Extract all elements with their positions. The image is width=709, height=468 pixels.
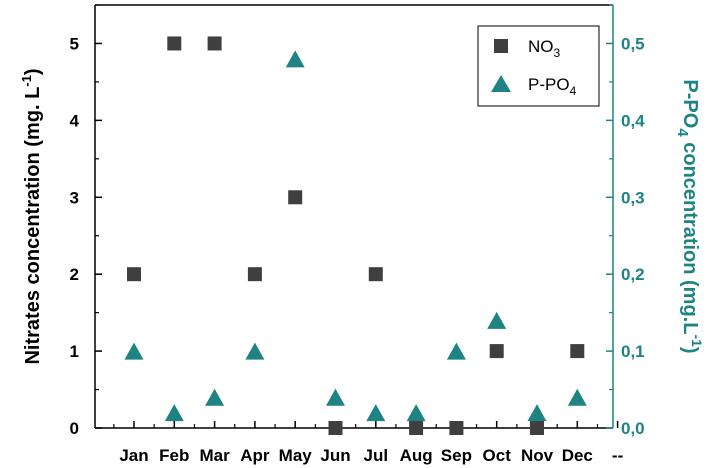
x-tick-label: Mar bbox=[199, 446, 230, 465]
y-left-tick-label: 4 bbox=[70, 111, 80, 130]
y-left-tick-label: 0 bbox=[70, 419, 79, 438]
legend: NO3 P-PO4 bbox=[477, 25, 600, 107]
x-tick-label: Aug bbox=[400, 446, 433, 465]
legend-marker-square bbox=[494, 39, 508, 53]
x-tick-label: Oct bbox=[483, 446, 512, 465]
y-left-tick-label: 1 bbox=[70, 342, 79, 361]
x-tick-label: Dec bbox=[562, 446, 593, 465]
data-point-no3 bbox=[489, 344, 504, 359]
data-point-no3 bbox=[207, 36, 222, 51]
x-tick-label: Nov bbox=[521, 446, 554, 465]
y-right-tick-label: 0,1 bbox=[621, 342, 645, 361]
y-right-tick-label: 0,2 bbox=[621, 265, 645, 284]
data-point-no3 bbox=[288, 190, 303, 205]
legend-label: P-PO4 bbox=[528, 75, 577, 98]
x-tick-label: -- bbox=[612, 446, 623, 465]
x-tick-label: May bbox=[279, 446, 313, 465]
data-point-p-po4 bbox=[164, 404, 184, 422]
data-point-p-po4 bbox=[124, 342, 144, 360]
x-tick-label: Jun bbox=[320, 446, 350, 465]
y-right-tick-label: 0,3 bbox=[621, 188, 645, 207]
data-point-no3 bbox=[167, 36, 182, 51]
data-point-p-po4 bbox=[366, 404, 386, 422]
data-point-p-po4 bbox=[446, 342, 466, 360]
data-point-no3 bbox=[127, 267, 141, 282]
x-tick-label: Jan bbox=[119, 446, 148, 465]
x-tick-label: Feb bbox=[159, 446, 189, 465]
data-point-no3 bbox=[328, 421, 343, 435]
x-tick-label: Jul bbox=[364, 446, 389, 465]
data-point-p-po4 bbox=[567, 388, 587, 406]
data-point-no3 bbox=[409, 421, 424, 435]
legend-marker-triangle bbox=[491, 75, 511, 92]
data-point-p-po4 bbox=[285, 50, 305, 68]
data-point-no3 bbox=[247, 267, 262, 282]
legend-label: NO3 bbox=[528, 37, 561, 60]
data-point-no3 bbox=[570, 344, 585, 359]
y-right-tick-label: 0,4 bbox=[621, 111, 645, 130]
data-point-p-po4 bbox=[527, 404, 547, 422]
y-right-axis-title: P-PO4 concentration (mg.L-1) bbox=[674, 79, 705, 353]
y-right-tick-label: 0,5 bbox=[621, 34, 645, 53]
y-right-tick-label: 0,0 bbox=[621, 419, 645, 438]
data-point-p-po4 bbox=[326, 388, 345, 406]
data-point-no3 bbox=[449, 421, 464, 435]
data-point-p-po4 bbox=[205, 388, 225, 406]
x-tick-label: Apr bbox=[240, 446, 270, 465]
data-point-p-po4 bbox=[406, 404, 426, 422]
data-point-p-po4 bbox=[487, 311, 507, 329]
data-point-no3 bbox=[368, 267, 383, 282]
y-left-axis-title: Nitrates concentration (mg. L-1) bbox=[19, 68, 44, 364]
y-left-tick-label: 2 bbox=[70, 265, 79, 284]
data-point-p-po4 bbox=[245, 342, 265, 360]
x-tick-label: Sep bbox=[441, 446, 472, 465]
y-left-tick-label: 3 bbox=[70, 188, 79, 207]
y-left-tick-label: 5 bbox=[70, 34, 79, 53]
data-point-no3 bbox=[530, 421, 544, 435]
